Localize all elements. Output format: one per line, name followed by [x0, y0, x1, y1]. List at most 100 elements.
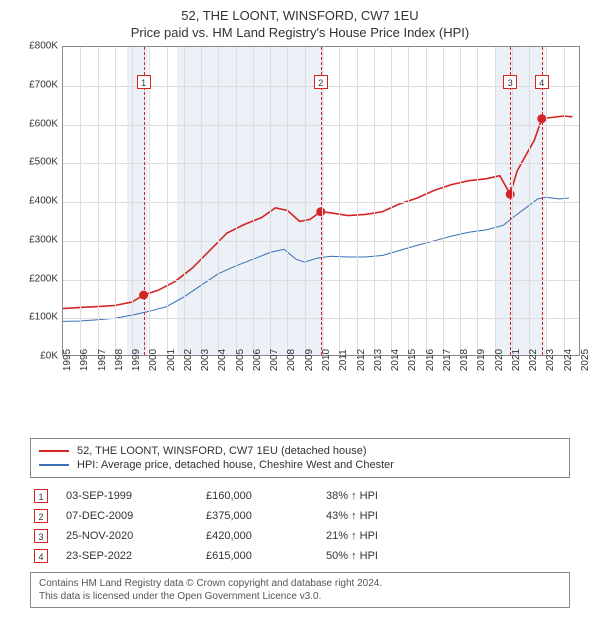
x-tick-label: 2016	[425, 349, 436, 371]
sales-table: 103-SEP-1999£160,00038% ↑ HPI207-DEC-200…	[30, 486, 570, 566]
y-tick-label: £500K	[22, 157, 58, 168]
sales-marker: 4	[34, 549, 48, 563]
gridline-v	[460, 47, 461, 355]
gridline-v	[236, 47, 237, 355]
x-tick-label: 1995	[62, 349, 73, 371]
sales-marker: 1	[34, 489, 48, 503]
event-marker: 2	[314, 75, 328, 89]
sales-date: 03-SEP-1999	[66, 490, 206, 502]
x-tick-label: 2015	[407, 349, 418, 371]
legend-label: 52, THE LOONT, WINSFORD, CW7 1EU (detach…	[77, 445, 367, 457]
title-block: 52, THE LOONT, WINSFORD, CW7 1EU Price p…	[10, 8, 590, 40]
y-tick-label: £200K	[22, 273, 58, 284]
y-tick-label: £800K	[22, 41, 58, 52]
x-tick-label: 2008	[286, 349, 297, 371]
gridline-v	[546, 47, 547, 355]
x-tick-label: 2024	[563, 349, 574, 371]
gridline-v	[322, 47, 323, 355]
y-tick-label: £300K	[22, 234, 58, 245]
sales-marker: 2	[34, 509, 48, 523]
chart-container: 52, THE LOONT, WINSFORD, CW7 1EU Price p…	[0, 0, 600, 620]
x-tick-label: 2014	[390, 349, 401, 371]
sales-price: £420,000	[206, 530, 326, 542]
x-tick-label: 2000	[148, 349, 159, 371]
event-line	[321, 47, 322, 355]
footer-line1: Contains HM Land Registry data © Crown c…	[39, 577, 561, 590]
x-tick-label: 2020	[494, 349, 505, 371]
sales-row: 423-SEP-2022£615,00050% ↑ HPI	[30, 546, 570, 566]
x-tick-label: 2007	[269, 349, 280, 371]
x-tick-label: 2003	[200, 349, 211, 371]
sales-price: £375,000	[206, 510, 326, 522]
gridline-v	[564, 47, 565, 355]
x-tick-label: 1996	[79, 349, 90, 371]
gridline-v	[132, 47, 133, 355]
event-line	[144, 47, 145, 355]
y-tick-label: £0K	[22, 351, 58, 362]
legend-label: HPI: Average price, detached house, Ches…	[77, 459, 394, 471]
x-tick-label: 2004	[217, 349, 228, 371]
gridline-v	[218, 47, 219, 355]
event-marker: 3	[503, 75, 517, 89]
x-tick-label: 2002	[183, 349, 194, 371]
y-tick-label: £100K	[22, 312, 58, 323]
gridline-v	[253, 47, 254, 355]
footer-attribution: Contains HM Land Registry data © Crown c…	[30, 572, 570, 608]
legend-row: 52, THE LOONT, WINSFORD, CW7 1EU (detach…	[39, 445, 561, 457]
x-tick-label: 1998	[114, 349, 125, 371]
gridline-v	[495, 47, 496, 355]
legend: 52, THE LOONT, WINSFORD, CW7 1EU (detach…	[30, 438, 570, 478]
x-tick-label: 2005	[235, 349, 246, 371]
x-tick-label: 2013	[373, 349, 384, 371]
sales-marker: 3	[34, 529, 48, 543]
x-tick-label: 2010	[321, 349, 332, 371]
x-tick-label: 2017	[442, 349, 453, 371]
gridline-v	[391, 47, 392, 355]
x-tick-label: 2019	[476, 349, 487, 371]
gridline-v	[184, 47, 185, 355]
sales-pct: 50% ↑ HPI	[326, 550, 406, 562]
x-tick-label: 2011	[338, 349, 349, 371]
gridline-v	[201, 47, 202, 355]
x-tick-label: 1997	[97, 349, 108, 371]
footer-line2: This data is licensed under the Open Gov…	[39, 590, 561, 603]
sales-row: 207-DEC-2009£375,00043% ↑ HPI	[30, 506, 570, 526]
gridline-v	[477, 47, 478, 355]
gridline-v	[426, 47, 427, 355]
sales-pct: 21% ↑ HPI	[326, 530, 406, 542]
x-tick-label: 2025	[580, 349, 591, 371]
y-tick-label: £700K	[22, 79, 58, 90]
x-tick-label: 2009	[304, 349, 315, 371]
legend-row: HPI: Average price, detached house, Ches…	[39, 459, 561, 471]
x-tick-label: 2023	[545, 349, 556, 371]
event-marker: 4	[535, 75, 549, 89]
title-address: 52, THE LOONT, WINSFORD, CW7 1EU	[10, 8, 590, 23]
x-tick-label: 2022	[528, 349, 539, 371]
sales-row: 325-NOV-2020£420,00021% ↑ HPI	[30, 526, 570, 546]
legend-swatch	[39, 464, 69, 466]
x-tick-label: 2021	[511, 349, 522, 371]
plot-area: 1 2 3 4	[62, 46, 580, 356]
chart-area: 1234 £0K£100K£200K£300K£400K£500K£600K£7…	[20, 46, 580, 396]
gridline-v	[357, 47, 358, 355]
x-tick-label: 2001	[166, 349, 177, 371]
legend-swatch	[39, 450, 69, 452]
sales-pct: 43% ↑ HPI	[326, 510, 406, 522]
gridline-v	[408, 47, 409, 355]
event-line	[542, 47, 543, 355]
gridline-v	[167, 47, 168, 355]
gridline-v	[339, 47, 340, 355]
gridline-v	[98, 47, 99, 355]
event-line	[510, 47, 511, 355]
gridline-v	[115, 47, 116, 355]
x-tick-label: 2018	[459, 349, 470, 371]
sales-date: 23-SEP-2022	[66, 550, 206, 562]
gridline-v	[287, 47, 288, 355]
sales-pct: 38% ↑ HPI	[326, 490, 406, 502]
gridline-v	[512, 47, 513, 355]
title-subtitle: Price paid vs. HM Land Registry's House …	[10, 25, 590, 40]
gridline-v	[374, 47, 375, 355]
event-marker: 1	[137, 75, 151, 89]
gridline-v	[529, 47, 530, 355]
sales-row: 103-SEP-1999£160,00038% ↑ HPI	[30, 486, 570, 506]
